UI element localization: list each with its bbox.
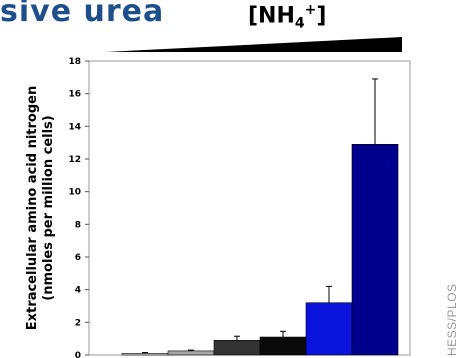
photo-credit: HESS/PLOS [445,283,459,356]
bar-2 [167,350,215,356]
bar-4 [259,336,307,356]
nh4-bracket: ] [316,3,327,29]
nh4-subscript: 4 [294,15,305,32]
bar-3 [213,339,261,356]
y-tick-label-4: 4 [75,286,81,296]
y-tick-label-0: 0 [75,351,81,358]
ammonium-gradient-label: [NH4+] [248,2,326,32]
nh4-superscript: + [304,2,317,18]
y-axis-label: Extracellular amino acid nitrogen (nmole… [25,86,56,330]
title-fragment: sive urea [0,0,165,29]
bar-1 [121,353,169,356]
nh4-text: [NH [248,3,295,29]
ammonium-gradient-wedge [106,37,402,52]
y-axis-label-line1: Extracellular amino acid nitrogen [25,86,40,330]
y-tick-label-12: 12 [68,155,81,165]
bar-5 [305,302,353,356]
y-axis-label-line2: (nmoles per million cells) [41,115,56,300]
y-tick-label-2: 2 [75,318,81,328]
y-tick-label-18: 18 [68,57,81,67]
y-tick-label-16: 16 [68,90,81,100]
y-tick-label-8: 8 [75,220,81,230]
bar-6 [351,144,399,356]
y-tick-label-6: 6 [75,253,81,263]
y-tick-label-10: 10 [68,188,81,198]
y-tick-label-14: 14 [68,122,81,132]
